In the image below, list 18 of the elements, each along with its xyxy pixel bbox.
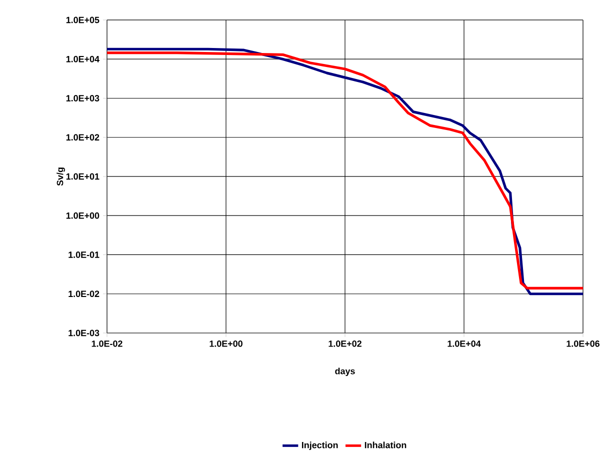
y-tick-label: 1.0E+05	[66, 16, 100, 24]
x-axis-title: days	[335, 368, 355, 376]
y-tick-label: 1.0E+04	[66, 56, 100, 62]
legend-label: Injection	[302, 442, 338, 450]
y-tick-label: 1.0E-01	[68, 252, 100, 258]
y-tick-label: 1.0E+00	[66, 212, 100, 219]
y-axis-title: Sv/g	[56, 168, 65, 186]
y-tick-label: 1.0E+03	[66, 95, 100, 102]
y-tick-label: 1.0E+01	[66, 173, 100, 180]
x-tick-label: 1.0E+00	[210, 340, 242, 347]
x-tick-label: 1.0E+04	[448, 340, 481, 347]
x-tick-label: 1.0E+02	[328, 340, 362, 347]
legend-label: Inhalation	[364, 442, 406, 448]
y-tick-label: 1.0E+02	[66, 134, 100, 141]
y-tick-label: 1.0E-03	[68, 330, 100, 336]
x-tick-label: 1.0E-02	[92, 340, 122, 347]
x-tick-label: 1.0E+06	[566, 340, 600, 347]
y-tick-label: 1.0E-02	[68, 290, 100, 298]
